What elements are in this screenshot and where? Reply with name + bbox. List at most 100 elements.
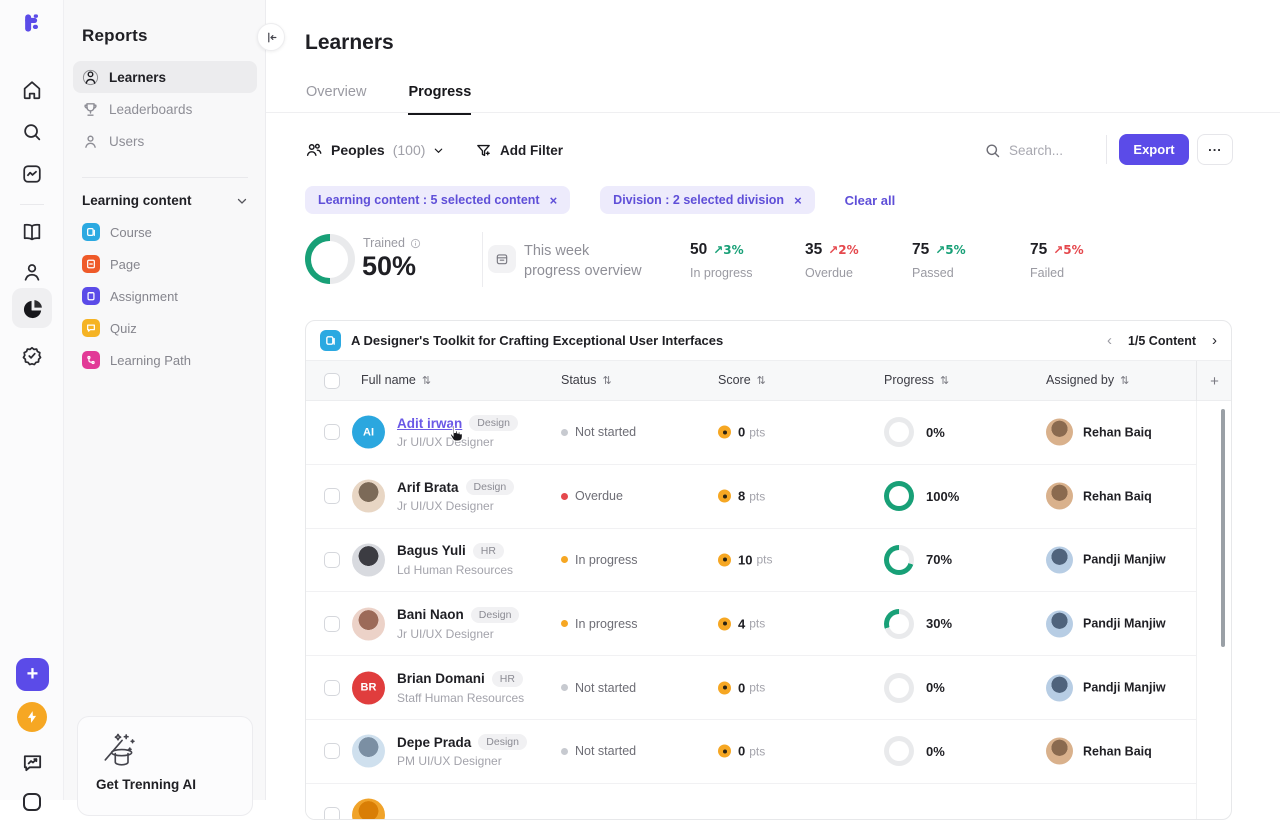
sort-icon[interactable]: ⇅ xyxy=(602,373,612,387)
chevron-down-icon[interactable] xyxy=(236,195,248,207)
content-page-indicator: 1/5 Content xyxy=(1127,333,1196,348)
table-row[interactable]: Bagus Yuli HR Ld Human Resources In progres… xyxy=(306,528,1196,593)
reports-pie-icon[interactable] xyxy=(20,297,44,321)
sort-icon[interactable]: ⇅ xyxy=(940,373,950,387)
row-checkbox[interactable] xyxy=(324,679,340,696)
chevron-left-icon[interactable]: ‹ xyxy=(1106,332,1112,349)
export-button[interactable]: Export xyxy=(1119,134,1189,165)
column-progress[interactable]: Progress ⇅ xyxy=(884,373,950,387)
get-trenning-ai-card[interactable]: Get Trenning AI xyxy=(77,716,253,816)
department-badge: Design xyxy=(469,415,518,432)
library-icon[interactable] xyxy=(20,220,44,244)
progress-ring xyxy=(884,544,914,575)
more-options-button[interactable]: ... xyxy=(1197,134,1233,165)
row-checkbox[interactable] xyxy=(324,807,340,819)
learner-name[interactable]: Arif Brata xyxy=(397,479,459,495)
sidebar-item-label: Assignment xyxy=(110,288,178,304)
clear-all-link[interactable]: Clear all xyxy=(844,192,896,208)
filter-icon xyxy=(477,144,490,156)
table-row[interactable] xyxy=(306,783,1196,819)
select-all-checkbox[interactable] xyxy=(324,373,340,389)
search-nav-icon[interactable] xyxy=(20,120,44,144)
column-status[interactable]: Status ⇅ xyxy=(561,373,612,387)
tab-bar: Overview Progress xyxy=(306,84,472,115)
assigner-name: Pandji Manjiw xyxy=(1083,680,1166,695)
chip-learning-content[interactable]: Learning content : 5 selected content × xyxy=(305,186,571,214)
week-overview-icon xyxy=(488,245,516,273)
feedback-chat-icon[interactable] xyxy=(20,750,44,774)
row-checkbox[interactable] xyxy=(324,743,340,760)
trained-value: 50% xyxy=(362,251,417,281)
learner-name[interactable]: Bagus Yuli xyxy=(397,543,466,559)
assigner-avatar xyxy=(1046,674,1073,702)
learner-name[interactable]: Depe Prada xyxy=(397,734,472,750)
sidebar-item-leaderboards[interactable]: Leaderboards xyxy=(73,93,257,125)
sidebar-item-page[interactable]: Page xyxy=(73,248,257,280)
sort-icon[interactable]: ⇅ xyxy=(1120,373,1130,387)
learner-avatar: BR xyxy=(352,671,385,705)
badge-check-icon[interactable] xyxy=(20,344,44,368)
row-checkbox[interactable] xyxy=(324,488,340,505)
tab-progress[interactable]: Progress xyxy=(408,84,472,115)
progress-value: 0% xyxy=(926,424,945,440)
people-nav-icon[interactable] xyxy=(20,260,44,284)
sidebar-item-users[interactable]: Users xyxy=(73,125,257,157)
score-cell: 0 pts xyxy=(718,425,765,440)
chip-division[interactable]: Division : 2 selected division × xyxy=(600,186,815,214)
assigner-name: Rehan Baiq xyxy=(1083,744,1152,759)
status-dot xyxy=(561,620,568,628)
table-row[interactable]: BR Brian Domani HR Staff Human Resources Not… xyxy=(306,656,1196,720)
row-checkbox[interactable] xyxy=(324,551,340,568)
rail-bottom-partial-icon[interactable] xyxy=(23,793,41,811)
table-row[interactable]: Bani Naon Design Jr UI/UX Designer In progr… xyxy=(306,592,1196,657)
add-filter-button[interactable]: Add Filter xyxy=(475,135,563,165)
week-overview-label: This week progress overview xyxy=(524,243,642,279)
sidebar-item-learning-path[interactable]: Learning Path xyxy=(73,344,257,376)
chip-label: Division : 2 selected division xyxy=(613,193,785,207)
sort-icon[interactable]: ⇅ xyxy=(421,373,432,387)
learner-identity: Bani Naon Design Jr UI/UX Designer xyxy=(397,606,520,641)
row-checkbox[interactable] xyxy=(324,615,340,632)
tab-overview[interactable]: Overview xyxy=(306,84,367,100)
search-field[interactable] xyxy=(984,136,1097,164)
peoples-dropdown[interactable]: Peoples (100) xyxy=(305,135,444,165)
status-label: Not started xyxy=(575,680,637,695)
app-logo[interactable] xyxy=(20,11,44,35)
media-report-icon[interactable] xyxy=(20,162,44,186)
progress-cell: 70% xyxy=(884,544,952,575)
learner-name[interactable]: Bani Naon xyxy=(397,607,464,623)
search-input[interactable] xyxy=(1009,142,1097,158)
sidebar-item-course[interactable]: Course xyxy=(73,216,257,248)
sidebar-item-quiz[interactable]: Quiz xyxy=(73,312,257,344)
progress-ring xyxy=(884,736,914,767)
column-full-name[interactable]: Full name ⇅ xyxy=(361,373,432,387)
collapse-sidebar-button[interactable] xyxy=(257,23,285,51)
table-row[interactable]: AI Adit irwan Design Jr UI/UX Designer Not s… xyxy=(306,401,1196,465)
table-scrollbar[interactable] xyxy=(1221,409,1225,647)
learner-role: Jr UI/UX Designer xyxy=(397,435,494,450)
column-assigned-by[interactable]: Assigned by ⇅ xyxy=(1046,373,1130,387)
create-new-button[interactable]: + xyxy=(16,658,49,691)
sidebar-item-assignment[interactable]: Assignment xyxy=(73,280,257,312)
quick-actions-button[interactable] xyxy=(17,702,47,732)
learner-name[interactable]: Brian Domani xyxy=(397,671,485,687)
status-dot xyxy=(561,492,568,500)
sort-icon[interactable]: ⇅ xyxy=(756,373,766,387)
column-score[interactable]: Score ⇅ xyxy=(718,373,766,387)
table-row[interactable]: Depe Prada Design PM UI/UX Designer Not sta… xyxy=(306,719,1196,784)
add-column-button[interactable]: + xyxy=(1196,361,1231,401)
assigner-avatar xyxy=(1046,418,1073,446)
assigner-name: Pandji Manjiw xyxy=(1083,616,1166,631)
chevron-right-icon[interactable]: › xyxy=(1212,332,1217,349)
score-cell: 0 pts xyxy=(718,744,765,759)
close-icon[interactable]: × xyxy=(549,192,558,208)
learning-path-icon xyxy=(82,351,100,369)
score-icon xyxy=(718,425,731,439)
home-icon[interactable] xyxy=(20,78,44,102)
learner-role: Ld Human Resources xyxy=(397,562,514,577)
sidebar-item-learners[interactable]: Learners xyxy=(73,61,257,93)
table-row[interactable]: Arif Brata Design Jr UI/UX Designer Overdue… xyxy=(306,464,1196,529)
row-checkbox[interactable] xyxy=(324,424,340,441)
learner-name[interactable]: Adit irwan xyxy=(397,415,463,431)
close-icon[interactable]: × xyxy=(794,192,802,208)
